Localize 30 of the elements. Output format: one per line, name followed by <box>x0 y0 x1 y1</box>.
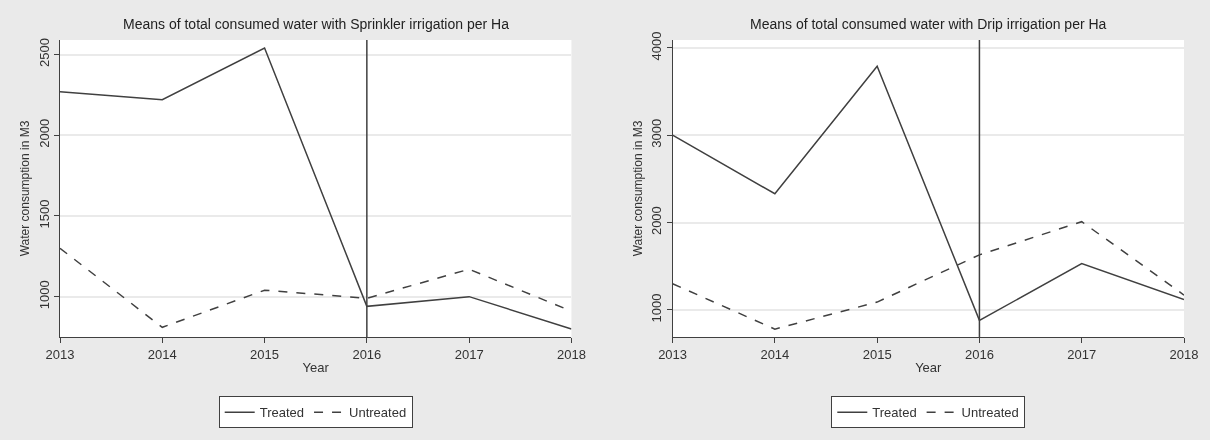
y-tick-label: 2000 <box>36 118 52 148</box>
y-axis-title: Water consumption in M3 <box>630 120 645 257</box>
x-tick-label: 2013 <box>45 346 75 362</box>
y-tick-label: 1000 <box>649 293 665 323</box>
x-tick-label: 2016 <box>964 346 994 362</box>
chart-title: Means of total consumed water with Drip irrigation per Ha <box>750 16 1107 32</box>
x-tick-label: 2018 <box>1169 346 1199 362</box>
y-axis-title: Water consumption in M3 <box>18 120 33 257</box>
x-tick-label: 2013 <box>658 346 688 362</box>
y-tick-label: 3000 <box>649 118 665 148</box>
x-tick-label: 2017 <box>1067 346 1097 362</box>
legend-label: Untreated <box>349 405 407 421</box>
y-tick-label: 2500 <box>36 38 52 68</box>
x-tick-label: 2016 <box>352 346 382 362</box>
chart-title: Means of total consumed water with Sprinkler irrigation per Ha <box>123 16 510 32</box>
y-tick-label: 2000 <box>649 206 665 236</box>
x-tick-label: 2014 <box>147 346 177 362</box>
x-tick-label: 2014 <box>760 346 790 362</box>
x-tick-label: 2015 <box>862 346 892 362</box>
legend-label: Treated <box>872 405 917 421</box>
y-tick-label: 1000 <box>36 280 52 310</box>
x-tick-label: 2015 <box>250 346 280 362</box>
x-tick-label: 2017 <box>454 346 484 362</box>
x-axis-title: Year <box>302 360 330 376</box>
legend-label: Untreated <box>961 405 1019 421</box>
y-tick-label: 1500 <box>36 199 52 229</box>
x-tick-label: 2018 <box>556 346 586 362</box>
y-tick-label: 4000 <box>649 31 665 61</box>
legend-label: Treated <box>259 405 305 421</box>
x-axis-title: Year <box>915 360 943 376</box>
